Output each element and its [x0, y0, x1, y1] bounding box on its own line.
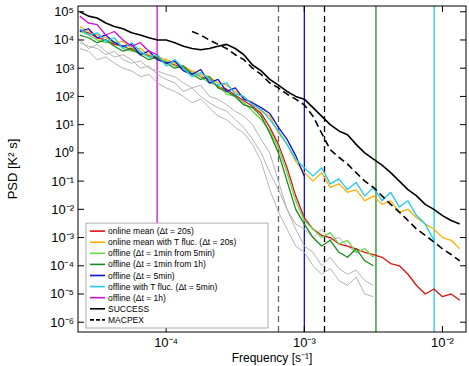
- x-tick-label: 10⁻³: [293, 335, 316, 350]
- y-tick-label: 10⁻³: [51, 230, 74, 245]
- legend-entry: offline (Δt = 1min from 5min): [108, 248, 215, 258]
- x-tick-label: 10⁻⁴: [154, 335, 178, 350]
- y-tick: [78, 152, 84, 153]
- y-tick: [460, 39, 466, 40]
- legend-entry: SUCCESS: [108, 304, 149, 314]
- y-tick: [460, 265, 466, 266]
- y-tick: [460, 68, 466, 69]
- series-line: [80, 30, 460, 300]
- x-tick: [442, 326, 443, 332]
- series-line: [80, 12, 460, 224]
- y-tick-label: 10⁻⁶: [50, 315, 74, 330]
- legend-entry: offline (Δt = 5min): [108, 271, 175, 281]
- y-tick: [460, 293, 466, 294]
- series-line: [80, 16, 158, 55]
- y-tick: [78, 68, 84, 69]
- y-tick-label: 10⁴: [54, 32, 74, 47]
- page: 10⁻⁴ 10⁻³ 10⁻² 10⁻⁶ 10⁻⁵ 10⁻⁴ 10⁻³ 10⁻² 10⁻¹ 10⁰ 1…: [0, 0, 469, 366]
- y-tick: [460, 209, 466, 210]
- plot-area: [80, 6, 460, 332]
- y-tick: [460, 152, 466, 153]
- y-tick: [78, 293, 84, 294]
- y-tick: [78, 39, 84, 40]
- y-tick-label: 10⁻⁵: [50, 286, 74, 301]
- reference-line: [324, 6, 325, 332]
- legend-entry: online mean with T fluc. (Δt = 20s): [108, 237, 237, 247]
- legend-entry: online mean (Δt = 20s): [108, 226, 194, 236]
- legend-swatch: [90, 230, 105, 232]
- y-tick: [78, 322, 84, 323]
- x-tick: [304, 6, 305, 12]
- legend-box: [86, 223, 268, 328]
- y-tick: [78, 181, 84, 182]
- reference-line: [375, 6, 376, 332]
- y-tick: [78, 96, 84, 97]
- series-line: [80, 29, 305, 176]
- y-tick-label: 10²: [55, 89, 74, 104]
- legend-swatch: [90, 297, 105, 299]
- plot-frame: [78, 6, 466, 332]
- x-tick: [304, 326, 305, 332]
- y-tick-label: 10⁻⁴: [50, 258, 74, 273]
- reference-line: [278, 6, 279, 332]
- series-line: [80, 29, 434, 241]
- y-tick-label: 10⁻²: [51, 202, 74, 217]
- y-tick: [460, 181, 466, 182]
- reference-line: [304, 6, 305, 332]
- x-tick: [442, 6, 443, 12]
- legend-swatch: [90, 275, 105, 277]
- y-tick-label: 10⁵: [54, 4, 74, 19]
- y-tick-label: 10³: [55, 61, 74, 76]
- y-tick-label: 10⁰: [55, 145, 74, 160]
- legend-swatch: [90, 319, 105, 321]
- y-tick: [460, 322, 466, 323]
- legend-swatch: [90, 264, 105, 266]
- y-tick-label: 10⁻¹: [51, 174, 74, 189]
- legend-entry: MACPEX: [108, 315, 144, 325]
- y-tick: [460, 124, 466, 125]
- y-tick: [460, 11, 466, 12]
- y-tick-label: 10¹: [55, 117, 74, 132]
- legend-swatch: [90, 286, 105, 288]
- reference-line: [156, 6, 157, 223]
- background: [0, 0, 469, 366]
- y-axis-label: PSD [K² s]: [5, 139, 20, 200]
- y-tick: [460, 96, 466, 97]
- series-line: [80, 27, 460, 249]
- y-tick: [78, 209, 84, 210]
- legend-swatch: [90, 308, 105, 310]
- legend-swatch: [90, 253, 105, 255]
- chart: 10⁻⁴ 10⁻³ 10⁻² 10⁻⁶ 10⁻⁵ 10⁻⁴ 10⁻³ 10⁻² 10⁻¹ 10⁰ 1…: [0, 0, 469, 366]
- reference-line: [433, 6, 434, 332]
- y-tick: [78, 124, 84, 125]
- y-tick: [78, 237, 84, 238]
- y-tick: [78, 11, 84, 12]
- legend-entry: offline with T fluc. (Δt = 5min): [108, 282, 218, 292]
- x-tick: [166, 6, 167, 12]
- y-tick: [78, 265, 84, 266]
- x-axis-label: Frequency [s⁻¹]: [232, 351, 313, 365]
- legend: online mean (Δt = 20s)online mean with T…: [86, 223, 268, 328]
- y-tick: [460, 237, 466, 238]
- x-tick-label: 10⁻²: [431, 335, 454, 350]
- legend-entry: offline (Δt = 1h): [108, 293, 166, 303]
- legend-entry: offline (Δt = 1min from 1h): [108, 259, 206, 269]
- legend-swatch: [90, 241, 105, 243]
